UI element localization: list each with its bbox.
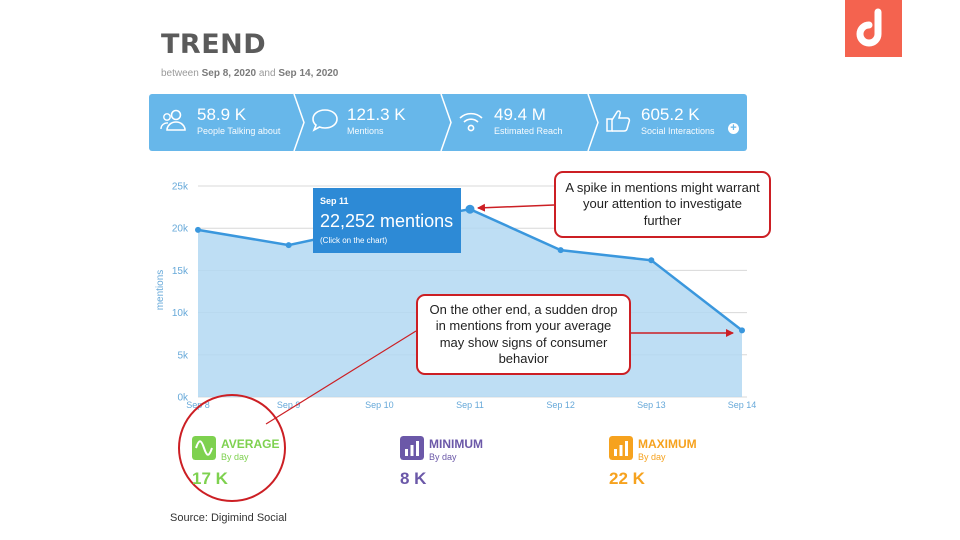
data-point[interactable] <box>285 242 292 249</box>
y-tick-label: 25k <box>172 182 189 193</box>
tooltip-value: 22,252 mentions <box>320 211 454 231</box>
average-highlight-circle <box>178 394 286 502</box>
kpi-label: People Talking about <box>197 126 281 136</box>
kpi-social-interactions[interactable]: 605.2 K Social Interactions + <box>593 94 747 151</box>
kpi-estimated-reach[interactable]: 49.4 M Estimated Reach <box>446 94 591 151</box>
x-axis-ticks: Sep 8 Sep 9 Sep 10 Sep 11 Sep 12 Sep 13 Sep 14 <box>186 400 756 410</box>
kpi-label: Mentions <box>347 126 384 136</box>
y-axis-label: mentions <box>155 270 166 311</box>
bars-icon <box>400 436 424 460</box>
stat-by: By day <box>638 452 666 462</box>
wave-icon <box>192 436 216 460</box>
kpi-people-talking[interactable]: 58.9 K People Talking about <box>149 94 294 151</box>
x-tick-label: Sep 12 <box>546 400 575 410</box>
y-tick-label: 0k <box>177 393 189 404</box>
y-tick-label: 5k <box>177 350 189 361</box>
x-tick-label: Sep 10 <box>365 400 394 410</box>
x-tick-label: Sep 14 <box>728 400 757 410</box>
people-icon <box>160 109 186 131</box>
kpi-value: 605.2 K <box>641 105 700 124</box>
kpi-separator <box>587 94 599 151</box>
y-tick-label: 20k <box>172 224 189 235</box>
stat-by: By day <box>221 452 249 462</box>
thumbs-up-icon <box>606 110 631 132</box>
chart-tooltip[interactable]: Sep 11 22,252 mentions (Click on the cha… <box>313 188 461 253</box>
kpi-label: Social Interactions <box>641 126 715 136</box>
data-point[interactable] <box>648 257 655 264</box>
x-tick-label: Sep 8 <box>186 400 210 410</box>
bars-icon <box>609 436 633 460</box>
x-tick-label: Sep 11 <box>456 400 484 410</box>
brand-logo <box>845 0 902 57</box>
kpi-value: 121.3 K <box>347 105 406 124</box>
x-tick-label: Sep 13 <box>637 400 666 410</box>
kpi-value: 49.4 M <box>494 105 546 124</box>
annotation-arrows <box>178 203 734 502</box>
callout-drop: On the other end, a sudden drop in menti… <box>416 294 631 375</box>
date-range: between Sep 8, 2020 and Sep 14, 2020 <box>161 68 339 79</box>
kpi-separator <box>293 94 305 151</box>
callout-spike: A spike in mentions might warrant your a… <box>554 171 771 238</box>
kpi-separator <box>440 94 452 151</box>
data-point[interactable] <box>195 226 201 233</box>
kpi-value: 58.9 K <box>197 105 247 124</box>
y-tick-label: 15k <box>172 266 189 277</box>
stat-value: 17 K <box>192 469 228 488</box>
wifi-icon <box>459 112 483 132</box>
data-point[interactable] <box>557 247 564 254</box>
data-point[interactable] <box>739 327 745 334</box>
average-pointer-line <box>265 330 417 425</box>
stat-name: MAXIMUM <box>638 437 697 451</box>
tooltip-date: Sep 11 <box>320 196 349 206</box>
stat-value: 22 K <box>609 469 645 488</box>
kpi-bar: 58.9 K People Talking about 121.3 K Ment… <box>149 94 747 151</box>
spike-arrow <box>477 203 555 212</box>
y-tick-label: 10k <box>172 308 189 319</box>
stat-name: AVERAGE <box>221 437 280 451</box>
tooltip-hint: (Click on the chart) <box>320 236 388 245</box>
x-tick-label: Sep 9 <box>277 400 301 410</box>
expand-plus-button[interactable]: + <box>728 123 739 134</box>
stat-value: 8 K <box>400 469 427 488</box>
source-note: Source: Digimind Social <box>170 512 287 524</box>
stat-by: By day <box>429 452 457 462</box>
kpi-mentions[interactable]: 121.3 K Mentions <box>299 94 444 151</box>
page-title: TREND <box>161 29 267 60</box>
speech-bubble-icon <box>312 109 338 132</box>
kpi-label: Estimated Reach <box>494 126 563 136</box>
stat-name: MINIMUM <box>429 437 483 451</box>
data-point[interactable] <box>465 204 475 214</box>
y-axis-ticks: 0k 5k 10k 15k 20k 25k <box>172 182 189 404</box>
